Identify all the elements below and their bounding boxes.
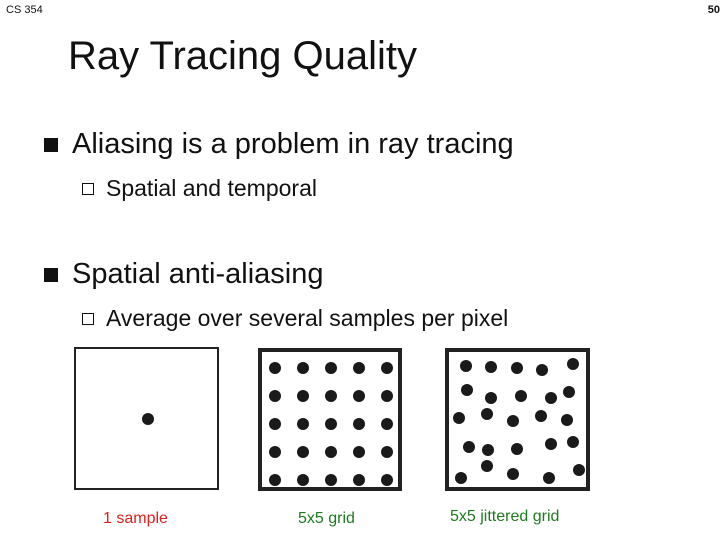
bullet-spatial-antialiasing: Spatial anti-aliasing [44,258,323,291]
caption-jittered-grid: 5x5 jittered grid [450,508,560,525]
sample-dot [507,415,519,427]
sample-dot [485,392,497,404]
filled-square-bullet-icon [44,137,58,152]
sample-dot [507,468,519,480]
sample-dot [481,408,493,420]
sample-dot [297,418,309,430]
sample-dot [460,360,472,372]
sample-dot [325,390,337,402]
sample-dot [455,472,467,484]
sub-bullet-text: Average over several samples per pixel [106,305,509,331]
hollow-square-bullet-icon [82,312,94,325]
sample-dot [269,474,281,486]
bullet-aliasing: Aliasing is a problem in ray tracing [44,128,514,161]
hollow-square-bullet-icon [82,182,94,195]
sample-dot [269,362,281,374]
sample-dot [463,441,475,453]
sample-dot [325,446,337,458]
sample-dot [297,474,309,486]
sample-dot [297,446,309,458]
sample-dot [353,446,365,458]
sample-dot [561,414,573,426]
sample-dot [567,358,579,370]
sample-dot [381,362,393,374]
bullet-text: Spatial anti-aliasing [72,258,324,290]
sample-dot [482,444,494,456]
sample-dot [381,418,393,430]
sample-dot [381,474,393,486]
sample-dot [325,362,337,374]
slide-title: Ray Tracing Quality [68,34,418,78]
sub-bullet-text: Spatial and temporal [106,175,317,201]
sample-dot [543,472,555,484]
sample-dot [511,362,523,374]
sample-dot [573,464,585,476]
sample-dot [461,384,473,396]
bullet-text: Aliasing is a problem in ray tracing [72,128,514,160]
sample-dot [269,418,281,430]
sample-dot [353,390,365,402]
caption-one-sample: 1 sample [103,510,168,527]
sample-dot [353,418,365,430]
course-label: CS 354 [6,4,43,16]
sample-dot [269,446,281,458]
sample-dot [536,364,548,376]
sample-dot [485,361,497,373]
sample-dot [453,412,465,424]
one-sample-panel [74,347,219,490]
sample-dot [297,362,309,374]
sub-bullet-average-samples: Average over several samples per pixel [82,305,508,332]
sample-dot [353,362,365,374]
sample-dot [297,390,309,402]
sample-dot [269,390,281,402]
sample-dot [325,418,337,430]
sub-bullet-spatial-temporal: Spatial and temporal [82,175,317,202]
sample-dot [563,386,575,398]
sample-dot [481,460,493,472]
sample-dot [511,443,523,455]
sample-dot [515,390,527,402]
sample-dot [381,390,393,402]
sample-dot [567,436,579,448]
sample-dot [353,474,365,486]
grid-sample-panel [258,348,402,491]
jittered-sample-panel [445,348,590,491]
caption-grid: 5x5 grid [298,510,355,527]
sample-dot [545,392,557,404]
sample-dot [142,413,154,425]
sample-dot [381,446,393,458]
sample-dot [535,410,547,422]
filled-square-bullet-icon [44,267,58,282]
sample-dot [545,438,557,450]
page-number: 50 [707,4,720,16]
sample-dot [325,474,337,486]
